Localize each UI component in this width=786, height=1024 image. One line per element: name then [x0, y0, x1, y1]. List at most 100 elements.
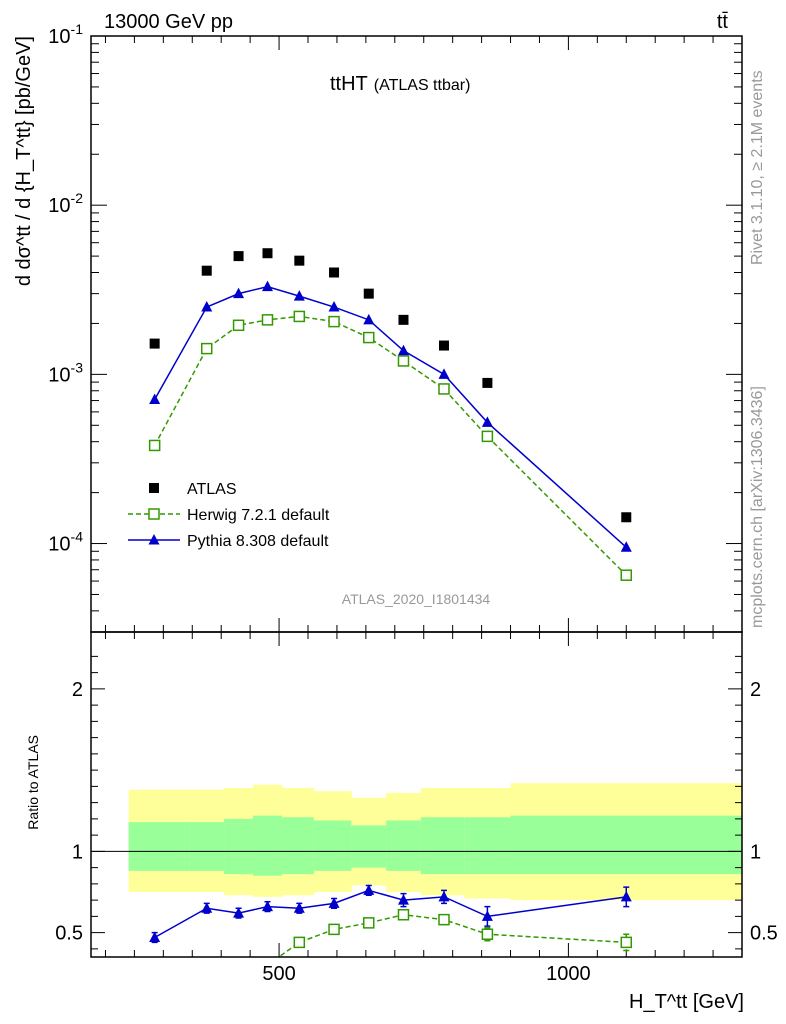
- y-tick-label: 10-3: [48, 359, 83, 386]
- ratio-series-1: [277, 909, 633, 957]
- y-tick-label: 10-4: [48, 529, 83, 556]
- y-tick-label: 10-2: [48, 190, 83, 217]
- ratio-ylabel: Ratio to ATLAS: [25, 735, 41, 830]
- data-point-2: [328, 301, 340, 312]
- ratio-point-0: [620, 890, 632, 902]
- ratio-series-0: [149, 884, 632, 944]
- ratio-panel: 500 1000 0.5 0.5 1 1 2 2: [55, 36, 778, 985]
- ratio-point-0: [438, 890, 450, 902]
- rivet-label: Rivet 3.1.10, ≥ 2.1M events: [749, 70, 766, 265]
- ratio-point-1: [438, 913, 450, 926]
- ratio-point-0: [397, 894, 409, 905]
- mcplots-label: mcplots.cern.ch [arXiv:1306.3436]: [749, 386, 766, 628]
- data-point-1: [293, 310, 306, 323]
- legend: ATLAS Herwig 7.2.1 default Pythia 8.308 de…: [128, 481, 330, 550]
- ratio-point-1: [363, 917, 375, 929]
- data-point-2: [149, 393, 161, 405]
- data-point-2: [201, 301, 213, 312]
- data-point-0: [329, 267, 340, 278]
- data-point-1: [363, 331, 375, 344]
- x-tick-label: 1000: [546, 963, 591, 985]
- data-point-2: [438, 368, 450, 379]
- main-ylabel: d dσ^tt / d {H_T^tt} [pb/GeV]: [13, 36, 35, 286]
- ratio-y-tick-label: 2: [72, 679, 83, 701]
- ratio-y-tick-label-right: 2: [750, 679, 761, 701]
- ratio-point-1: [293, 936, 306, 949]
- band-inner: [253, 815, 283, 876]
- y-tick-exponent: -2: [71, 190, 84, 206]
- ratio-y-tick-label: 1: [72, 841, 83, 863]
- ratio-point-0: [293, 902, 305, 913]
- ratio-point-1: [397, 909, 410, 921]
- legend-label-1: Herwig 7.2.1 default: [187, 507, 330, 524]
- data-point-1: [261, 314, 274, 326]
- series-line-1: [153, 315, 627, 576]
- band-inner: [189, 822, 225, 871]
- data-point-1: [620, 569, 633, 581]
- y-tick-label: 10-1: [48, 21, 83, 48]
- ratio-point-0: [363, 884, 375, 895]
- analysis-label: ATLAS_2020_I1801434: [342, 591, 491, 607]
- data-point-0: [621, 512, 632, 523]
- data-point-0: [438, 340, 449, 351]
- data-point-0: [294, 255, 305, 266]
- data-point-0: [482, 377, 493, 388]
- legend-marker-1: [148, 508, 160, 520]
- ratio-point-0: [261, 900, 273, 912]
- data-point-2: [620, 541, 632, 552]
- data-point-0: [149, 338, 160, 349]
- data-point-0: [201, 265, 212, 276]
- data-point-2: [397, 344, 409, 356]
- data-point-2: [363, 313, 375, 325]
- y-tick-exponent: -3: [71, 359, 84, 375]
- ratio-point-0: [149, 931, 161, 942]
- band-inner: [386, 820, 422, 871]
- data-point-2: [261, 280, 273, 292]
- main-title: ttHT (ATLAS ttbar): [330, 73, 470, 95]
- data-point-2: [293, 290, 305, 301]
- y-tick-exponent: -1: [71, 21, 84, 37]
- ratio-frame: [90, 631, 743, 958]
- ratio-point-0: [201, 902, 213, 913]
- data-point-1: [148, 439, 161, 452]
- data-point-2: [233, 287, 245, 299]
- data-point-1: [397, 355, 410, 367]
- legend-label-2: Pythia 8.308 default: [187, 533, 329, 550]
- ratio-point-1: [481, 928, 494, 940]
- data-point-0: [363, 288, 374, 299]
- legend-label-0: ATLAS: [187, 481, 237, 498]
- ratio-y-tick-label: 0.5: [55, 923, 83, 945]
- ratio-line-1: [277, 913, 627, 957]
- data-point-2: [481, 416, 493, 427]
- x-axis-label: H_T^tt [GeV]: [629, 991, 744, 1013]
- data-point-0: [233, 251, 244, 262]
- ratio-point-0: [328, 897, 340, 908]
- band-inner: [313, 820, 352, 871]
- band-inner: [281, 817, 315, 875]
- data-point-0: [262, 248, 273, 259]
- ratio-point-0: [481, 910, 493, 921]
- legend-marker-2: [148, 534, 160, 545]
- band-inner: [128, 822, 190, 871]
- main-title-text: ttHT: [330, 73, 368, 95]
- band-inner: [224, 818, 254, 875]
- data-point-1: [232, 319, 245, 332]
- energy-label: 13000 GeV pp: [104, 11, 233, 33]
- main-title-suffix: (ATLAS ttbar): [374, 77, 471, 94]
- band-inner: [351, 825, 387, 868]
- data-point-1: [200, 342, 213, 355]
- ratio-y-tick-label-right: 1: [750, 841, 761, 863]
- band-inner: [420, 817, 465, 875]
- data-point-0: [398, 314, 409, 325]
- x-tick-label: 500: [262, 963, 295, 985]
- band-inner: [464, 817, 512, 875]
- ratio-y-tick-label-right: 0.5: [750, 923, 778, 945]
- ratio-point-0: [233, 907, 245, 918]
- ratio-point-1: [620, 936, 633, 949]
- ratio-point-1: [328, 923, 340, 936]
- y-tick-exponent: -4: [71, 529, 84, 545]
- band-inner: [510, 815, 743, 875]
- process-label: tt̄: [717, 11, 729, 33]
- data-point-1: [438, 383, 450, 395]
